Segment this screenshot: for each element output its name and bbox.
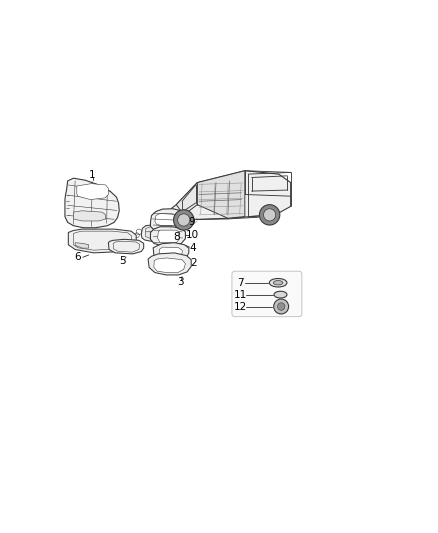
Polygon shape (74, 211, 106, 221)
Polygon shape (108, 239, 144, 254)
Text: 1: 1 (89, 171, 95, 181)
Polygon shape (153, 243, 189, 261)
Polygon shape (158, 230, 180, 243)
Text: 3: 3 (177, 277, 184, 287)
Ellipse shape (269, 279, 287, 287)
Polygon shape (154, 258, 185, 272)
Text: 8: 8 (173, 232, 180, 242)
Text: 4: 4 (190, 243, 196, 253)
Text: 10: 10 (186, 230, 199, 240)
Polygon shape (159, 247, 182, 259)
Polygon shape (65, 178, 119, 228)
FancyBboxPatch shape (232, 271, 302, 317)
Polygon shape (151, 209, 187, 231)
Polygon shape (148, 253, 191, 275)
Text: 5: 5 (119, 256, 126, 266)
Text: 9: 9 (188, 216, 195, 227)
Polygon shape (77, 184, 108, 199)
Polygon shape (146, 227, 170, 239)
Polygon shape (155, 214, 180, 225)
Circle shape (178, 214, 190, 226)
Polygon shape (151, 227, 185, 246)
Polygon shape (75, 243, 88, 248)
Ellipse shape (274, 291, 287, 298)
Polygon shape (68, 229, 136, 253)
Polygon shape (172, 171, 291, 220)
Polygon shape (141, 224, 173, 241)
Text: 7: 7 (237, 278, 244, 288)
Circle shape (173, 210, 194, 230)
Polygon shape (197, 171, 245, 218)
Ellipse shape (273, 280, 283, 285)
Circle shape (274, 299, 289, 314)
Text: 6: 6 (74, 252, 81, 262)
Circle shape (259, 205, 280, 225)
Polygon shape (176, 183, 197, 215)
Text: 12: 12 (234, 302, 247, 311)
Circle shape (264, 209, 276, 221)
Text: 2: 2 (190, 258, 197, 268)
Text: 11: 11 (234, 289, 247, 300)
Circle shape (277, 303, 285, 310)
